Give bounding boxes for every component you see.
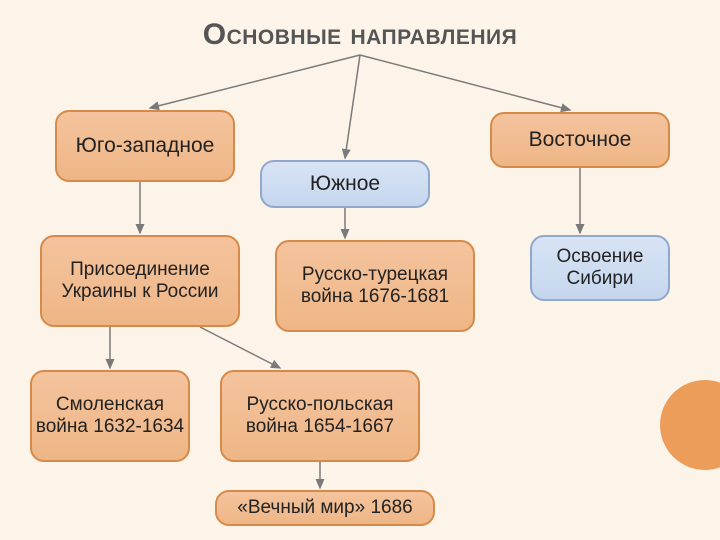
arrow-2: [360, 55, 570, 110]
arrow-7: [200, 327, 280, 368]
node-south: Южное: [260, 160, 430, 208]
node-polish: Русско-польская война 1654-1667: [220, 370, 420, 462]
node-sw: Юго-западное: [55, 110, 235, 182]
node-smol: Смоленская война 1632-1634: [30, 370, 190, 462]
diagram-title: Основные направления: [0, 0, 720, 52]
node-ukraine: Присоединение Украины к России: [40, 235, 240, 327]
node-siberia: Освоение Сибири: [530, 235, 670, 301]
decorative-circle: [660, 380, 720, 470]
node-peace: «Вечный мир» 1686: [215, 490, 435, 526]
node-east: Восточное: [490, 112, 670, 168]
arrow-1: [345, 55, 360, 158]
arrow-0: [150, 55, 360, 108]
node-turk: Русско-турецкая война 1676-1681: [275, 240, 475, 332]
